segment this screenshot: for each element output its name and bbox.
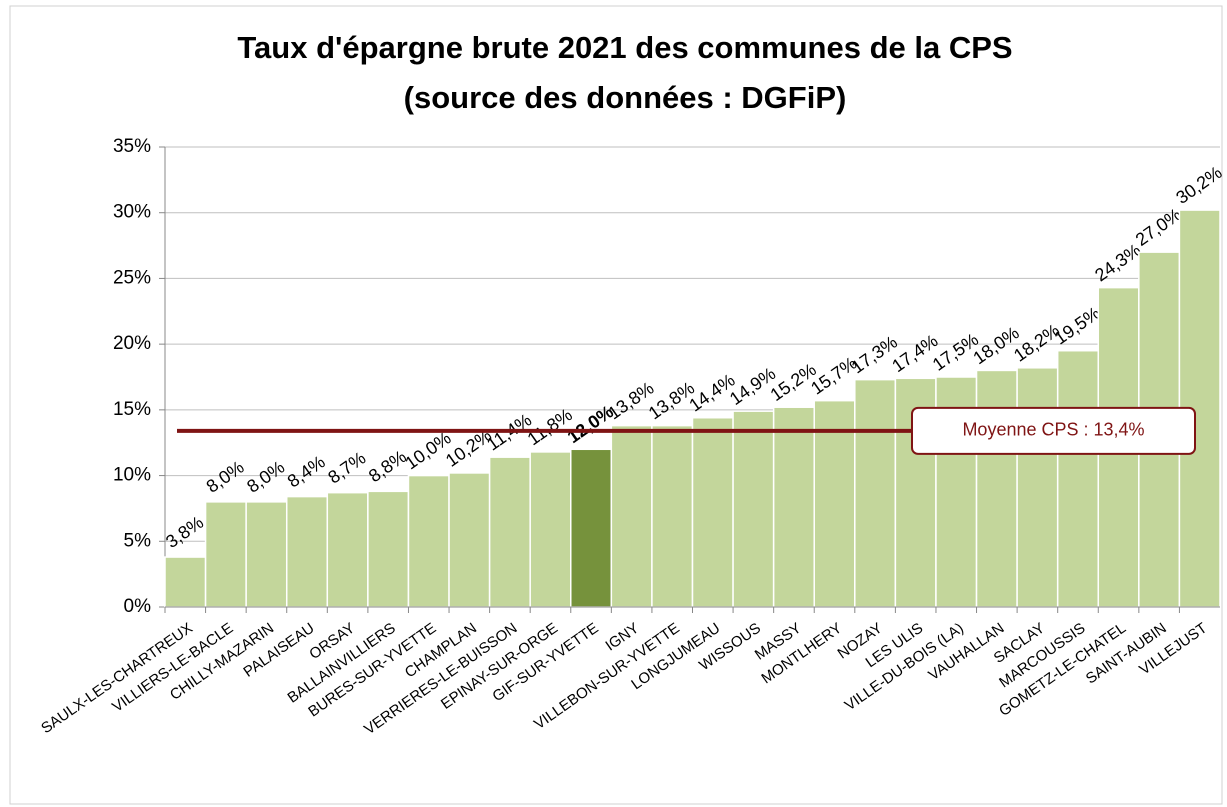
bar xyxy=(488,456,531,608)
y-tick-label: 15% xyxy=(113,399,151,420)
bar xyxy=(285,495,329,608)
bar xyxy=(651,424,694,608)
bar xyxy=(570,448,613,608)
bar xyxy=(691,416,734,608)
bar xyxy=(448,472,491,608)
y-tick-label: 20% xyxy=(113,333,151,354)
bar xyxy=(1016,367,1059,608)
bar xyxy=(245,501,288,608)
bar xyxy=(854,378,897,608)
bar xyxy=(164,556,207,608)
y-tick-label: 10% xyxy=(113,465,151,486)
bar xyxy=(326,491,369,608)
average-box xyxy=(911,406,1196,455)
y-tick-label: 25% xyxy=(113,267,151,288)
y-tick-label: 0% xyxy=(124,596,152,617)
bar xyxy=(407,474,450,608)
y-tick-label: 35% xyxy=(113,136,151,157)
y-tick-label: 5% xyxy=(124,530,152,551)
chart-title: Taux d'épargne brute 2021 des communes d… xyxy=(237,30,1012,65)
bar xyxy=(772,406,815,608)
bar xyxy=(732,410,775,608)
bar xyxy=(1056,349,1100,608)
y-tick-label: 30% xyxy=(113,202,151,223)
chart-subtitle: (source des données : DGFiP) xyxy=(404,80,847,115)
bar xyxy=(529,451,572,608)
average-label: Moyenne CPS : 13,4% xyxy=(962,420,1144,440)
bar xyxy=(610,424,653,608)
bar xyxy=(975,369,1018,608)
bar xyxy=(204,501,247,608)
bar xyxy=(367,490,410,608)
